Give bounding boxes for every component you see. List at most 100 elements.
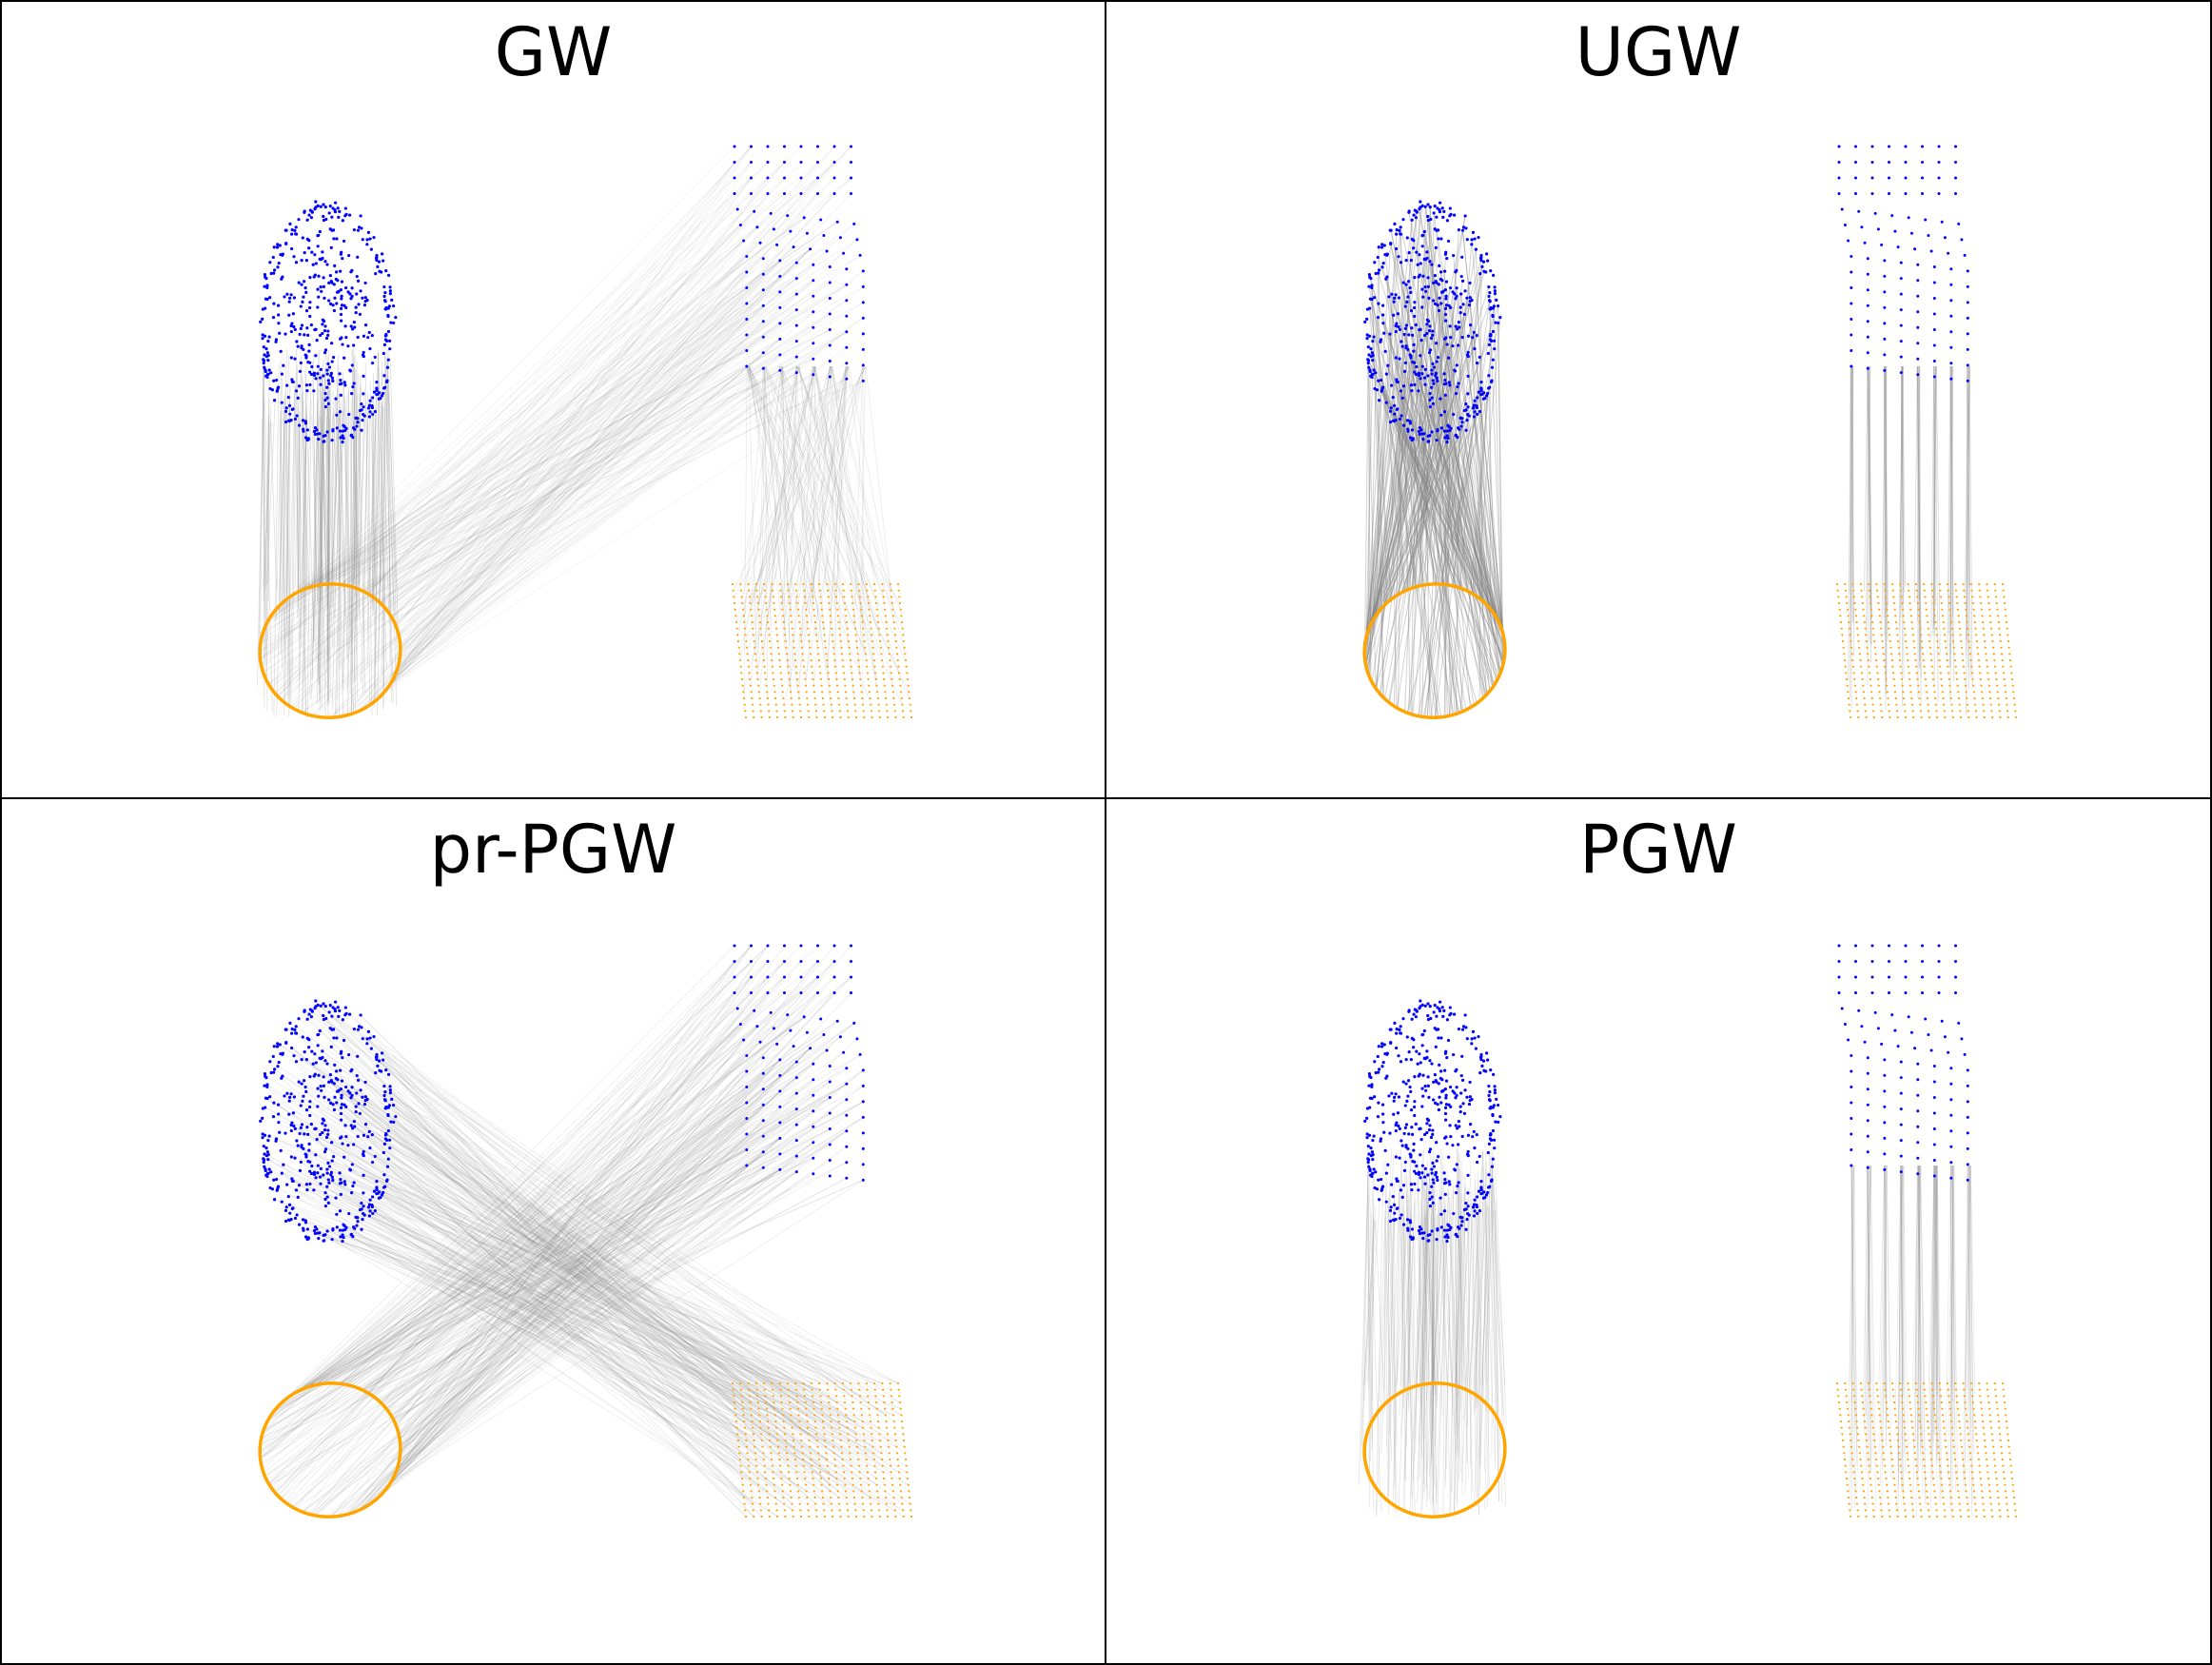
target-square-point — [797, 696, 801, 700]
source-ellipsoid-point — [1404, 344, 1408, 348]
target-square-point — [1875, 665, 1878, 668]
target-square-point — [863, 715, 866, 719]
source-cube-point — [769, 1010, 773, 1014]
target-square-point — [1996, 691, 1999, 694]
matching-line — [299, 414, 308, 638]
matching-line — [1433, 366, 1497, 617]
target-square-point — [844, 691, 848, 694]
matching-line — [1412, 439, 1473, 708]
target-square-point — [1979, 672, 1982, 675]
matching-line — [275, 1014, 788, 1409]
target-square-point — [784, 715, 787, 719]
source-cube-point — [766, 176, 770, 180]
source-ellipsoid-point — [1426, 374, 1430, 378]
matching-line — [376, 1193, 845, 1479]
source-cube-point — [766, 944, 770, 948]
matching-line — [286, 976, 785, 1504]
target-square-point — [1999, 715, 2002, 719]
target-square-point — [1957, 691, 1960, 694]
source-ellipsoid-point — [330, 1175, 334, 1179]
matching-line — [1900, 365, 1903, 617]
source-ellipsoid-point — [1409, 259, 1413, 263]
source-ellipsoid-point — [296, 1195, 300, 1199]
matching-line — [264, 1088, 764, 1478]
source-ellipsoid-point — [1489, 268, 1493, 273]
target-square-point — [1923, 589, 1926, 592]
source-cube-point — [1921, 176, 1924, 180]
matching-line — [298, 329, 831, 593]
source-ellipsoid-point — [1459, 424, 1463, 428]
source-ellipsoid-point — [382, 1150, 385, 1155]
source-cube-point — [733, 145, 736, 148]
source-ellipsoid-point — [1426, 276, 1430, 280]
source-cube-point — [745, 1117, 749, 1120]
matching-line — [797, 365, 880, 636]
target-square-point — [771, 582, 773, 586]
matching-line — [1378, 272, 1504, 664]
source-cube-point — [799, 975, 803, 979]
target-square-point — [1957, 615, 1960, 617]
matching-line — [1374, 429, 1409, 617]
source-ellipsoid-point — [276, 385, 281, 389]
source-ellipsoid-point — [1440, 206, 1444, 210]
target-square-point — [825, 653, 828, 656]
matching-line — [831, 365, 877, 686]
target-square-point — [1975, 634, 1978, 637]
source-cube-point — [1966, 269, 1969, 273]
target-square-point — [1976, 646, 1979, 649]
target-square-point — [1852, 596, 1856, 598]
target-square-point — [1998, 710, 2001, 713]
matching-line — [1949, 365, 1952, 703]
source-cube-point — [1850, 286, 1853, 289]
source-ellipsoid-point — [1438, 201, 1442, 205]
matching-line — [391, 321, 764, 682]
target-square-point — [881, 582, 884, 586]
source-ellipsoid-point — [1432, 281, 1436, 284]
matching-line — [343, 386, 350, 683]
target-square-point — [1928, 634, 1930, 637]
matching-line — [745, 365, 867, 655]
source-ellipsoid-point — [323, 1204, 327, 1208]
source-ellipsoid-point — [309, 1122, 313, 1126]
source-point-clouds — [1363, 145, 1969, 444]
source-ellipsoid-point — [327, 382, 331, 385]
matching-line — [1389, 304, 1470, 601]
matching-line — [267, 362, 847, 684]
matching-line — [392, 1177, 847, 1419]
matching-line — [749, 365, 792, 693]
target-square-point — [734, 608, 736, 611]
matching-line — [347, 348, 354, 718]
source-ellipsoid-point — [280, 401, 284, 404]
matching-line — [781, 365, 879, 623]
source-ellipsoid-point — [339, 436, 343, 440]
target-square-point — [1919, 703, 1922, 706]
source-cube-point — [1850, 333, 1853, 337]
source-cube-point — [778, 353, 782, 357]
target-square-point — [857, 665, 861, 668]
source-ellipsoid-point — [294, 225, 298, 229]
source-ellipsoid-point — [394, 315, 398, 320]
matching-line — [323, 1097, 810, 1435]
matching-line — [276, 1138, 883, 1384]
source-ellipsoid-point — [314, 1126, 318, 1130]
target-square-point — [2012, 691, 2015, 694]
target-square-point — [1958, 627, 1962, 630]
source-ellipsoid-point — [330, 376, 334, 380]
target-square-point — [1946, 658, 1948, 662]
target-square-point — [800, 639, 803, 643]
target-square-point — [746, 653, 749, 656]
source-ellipsoid-point — [377, 1059, 382, 1063]
source-ellipsoid-point — [304, 356, 308, 360]
target-square-point — [834, 589, 837, 592]
target-square-point — [843, 596, 846, 598]
source-ellipsoid-point — [341, 1233, 344, 1237]
target-square-point — [1965, 615, 1968, 617]
source-cube-point — [852, 1021, 856, 1025]
target-square-point — [867, 601, 870, 605]
matching-line — [262, 945, 769, 1434]
target-square-point — [1961, 653, 1964, 656]
target-square-point — [850, 589, 853, 592]
source-ellipsoid-point — [362, 1102, 367, 1107]
target-square-point — [891, 684, 894, 687]
matching-line — [266, 1155, 909, 1486]
